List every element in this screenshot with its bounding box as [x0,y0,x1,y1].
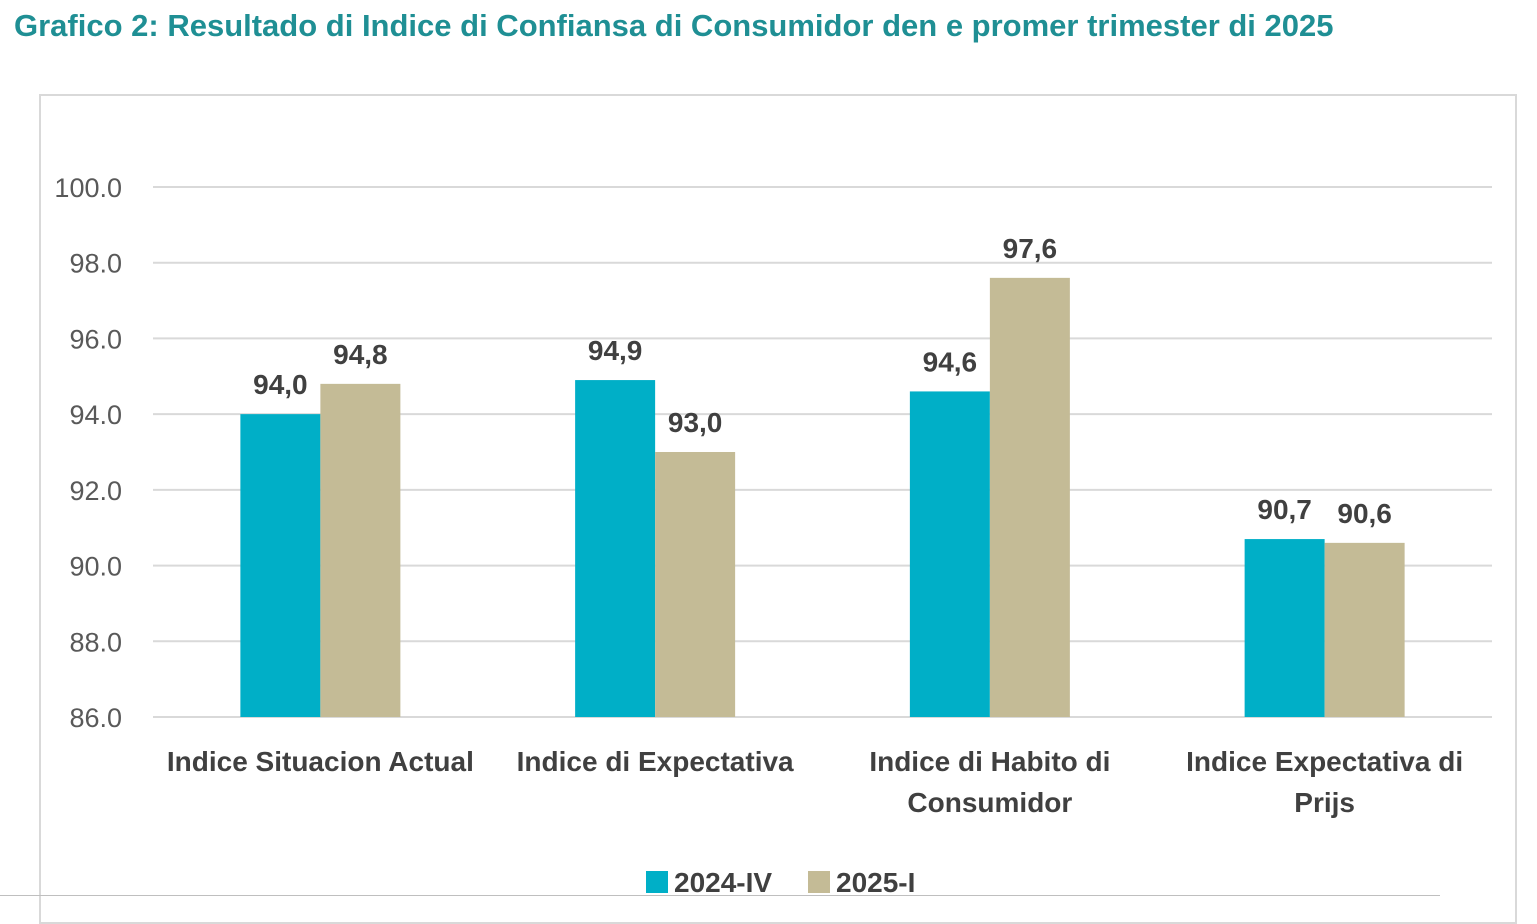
legend-swatch [808,871,830,893]
bar-2024-iv [909,391,990,717]
data-label: 97,6 [1003,233,1058,264]
bar-2025-i [989,277,1070,717]
bars [240,277,1405,717]
x-tick-label: Prijs [1294,787,1355,818]
y-tick-label: 92.0 [69,476,122,506]
bar-2025-i [320,383,401,717]
y-tick-label: 96.0 [69,324,122,354]
bar-2024-iv [240,414,321,717]
bottom-border [0,895,1440,896]
legend-label: 2024-IV [674,867,772,898]
data-label: 93,0 [668,407,723,438]
data-label: 94,0 [253,369,308,400]
chart-title: Grafico 2: Resultado di Indice di Confia… [14,8,1334,43]
y-axis-ticks: 86.0 88.0 90.0 92.0 94.0 96.0 98.0 100.0 [54,173,122,733]
y-tick-label: 98.0 [69,249,122,279]
x-tick-label: Indice Expectativa di [1186,746,1463,777]
data-label: 90,6 [1337,498,1392,529]
bar-2025-i [655,452,736,717]
y-tick-label: 90.0 [69,552,122,582]
legend-label: 2025-I [836,867,915,898]
x-tick-label: Indice di Habito di [869,746,1110,777]
y-tick-label: 86.0 [69,703,122,733]
x-axis-labels: Indice Situacion Actual Indice di Expecta… [167,746,1463,818]
y-tick-label: 94.0 [69,400,122,430]
data-label: 94,8 [333,339,388,370]
legend: 2024-IV 2025-I [646,867,915,898]
data-label: 90,7 [1257,494,1312,525]
data-labels: 94,0 94,8 94,9 93,0 94,6 97,6 90,7 90,6 [253,233,1392,529]
y-tick-label: 88.0 [69,627,122,657]
data-label: 94,6 [923,346,978,377]
data-label: 94,9 [588,335,643,366]
bar-2025-i [1324,542,1405,717]
bar-2024-iv [575,380,656,717]
x-tick-label: Indice di Expectativa [517,746,794,777]
y-tick-label: 100.0 [54,173,122,203]
x-tick-label: Indice Situacion Actual [167,746,474,777]
legend-swatch [646,871,668,893]
bar-2024-iv [1244,539,1325,717]
x-tick-label: Consumidor [907,787,1072,818]
